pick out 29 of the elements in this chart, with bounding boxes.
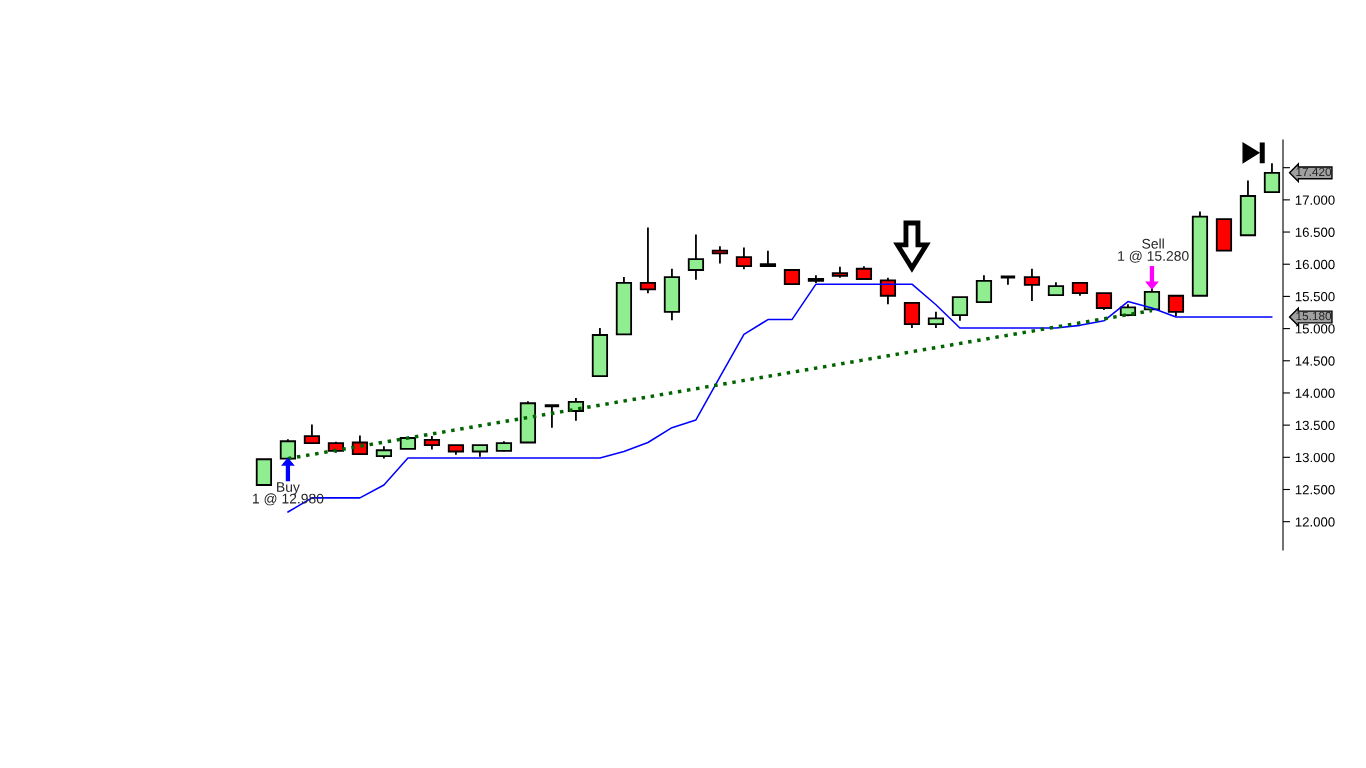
candlestick — [903, 301, 921, 329]
candlestick — [687, 233, 705, 281]
candlestick — [1263, 162, 1281, 194]
y-tick-label: 17.000 — [1295, 195, 1335, 205]
annotation: 1 @ 15.280 — [1118, 250, 1189, 263]
y-tick-label: 14.500 — [1295, 356, 1335, 366]
candlestick — [303, 423, 321, 445]
text: 15.180 — [1296, 311, 1332, 321]
y-tick-label: 16.500 — [1295, 227, 1335, 237]
candlestick — [951, 296, 969, 322]
candlestick — [711, 245, 729, 265]
candlestick — [1023, 267, 1041, 302]
annotation: Sell — [1142, 238, 1164, 249]
y-tick-label: 16.000 — [1295, 259, 1335, 270]
annotation: 1 @ 12.980 — [252, 493, 324, 506]
y-tick-label: 15.000 — [1295, 324, 1335, 334]
annotation: Buy — [277, 482, 300, 495]
candlestick — [543, 404, 561, 429]
candlestick — [1167, 294, 1185, 318]
candlestick — [735, 246, 753, 271]
text: 17.420 — [1296, 167, 1332, 176]
candlestick — [975, 274, 993, 304]
y-tick-label: 12.500 — [1295, 485, 1335, 495]
candlestick — [639, 226, 657, 295]
y-tick-label: 13.500 — [1295, 420, 1335, 431]
y-tick-label: 15.500 — [1295, 291, 1335, 302]
y-tick-label: 13.000 — [1295, 452, 1335, 463]
y-tick-label: 14.000 — [1295, 388, 1335, 398]
y-tick-label: 12.000 — [1295, 517, 1335, 527]
